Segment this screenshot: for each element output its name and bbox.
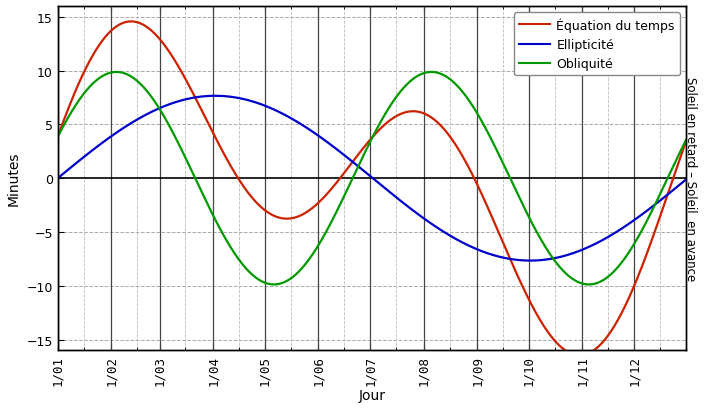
Line: Ellipticité: Ellipticité [58, 97, 686, 261]
Obliquité [681, 138, 690, 143]
Legend: Équation du temps, Ellipticité, Obliquité: Équation du temps, Ellipticité, Obliquit… [514, 13, 679, 76]
Ellipticité [681, 178, 690, 182]
Équation du temps [548, 336, 557, 341]
Ellipticité [211, 94, 220, 99]
Équation du temps [343, 168, 351, 173]
Équation du temps [575, 353, 584, 358]
Ellipticité [54, 176, 62, 181]
Y-axis label: Soleil en retard – Soleil  en avance: Soleil en retard – Soleil en avance [684, 77, 697, 281]
Line: Obliquité: Obliquité [58, 73, 686, 285]
Obliquité [664, 175, 672, 180]
X-axis label: Jour: Jour [358, 388, 385, 402]
Ellipticité [664, 192, 672, 197]
Y-axis label: Minutes: Minutes [7, 152, 21, 206]
Équation du temps [127, 20, 135, 25]
Obliquité [548, 256, 557, 261]
Ellipticité [526, 258, 534, 263]
Obliquité [584, 282, 593, 287]
Obliquité [342, 189, 351, 194]
Équation du temps [664, 191, 672, 196]
Ellipticité [664, 192, 672, 197]
Ellipticité [343, 155, 351, 160]
Obliquité [359, 154, 367, 159]
Équation du temps [86, 59, 94, 64]
Équation du temps [664, 191, 672, 196]
Line: Équation du temps: Équation du temps [58, 22, 686, 355]
Ellipticité [86, 151, 94, 155]
Ellipticité [359, 169, 367, 174]
Équation du temps [681, 140, 690, 145]
Ellipticité [549, 256, 558, 261]
Obliquité [86, 85, 94, 90]
Obliquité [664, 175, 672, 180]
Obliquité [427, 70, 436, 75]
Obliquité [54, 135, 62, 140]
Équation du temps [359, 146, 367, 151]
Équation du temps [54, 135, 62, 140]
